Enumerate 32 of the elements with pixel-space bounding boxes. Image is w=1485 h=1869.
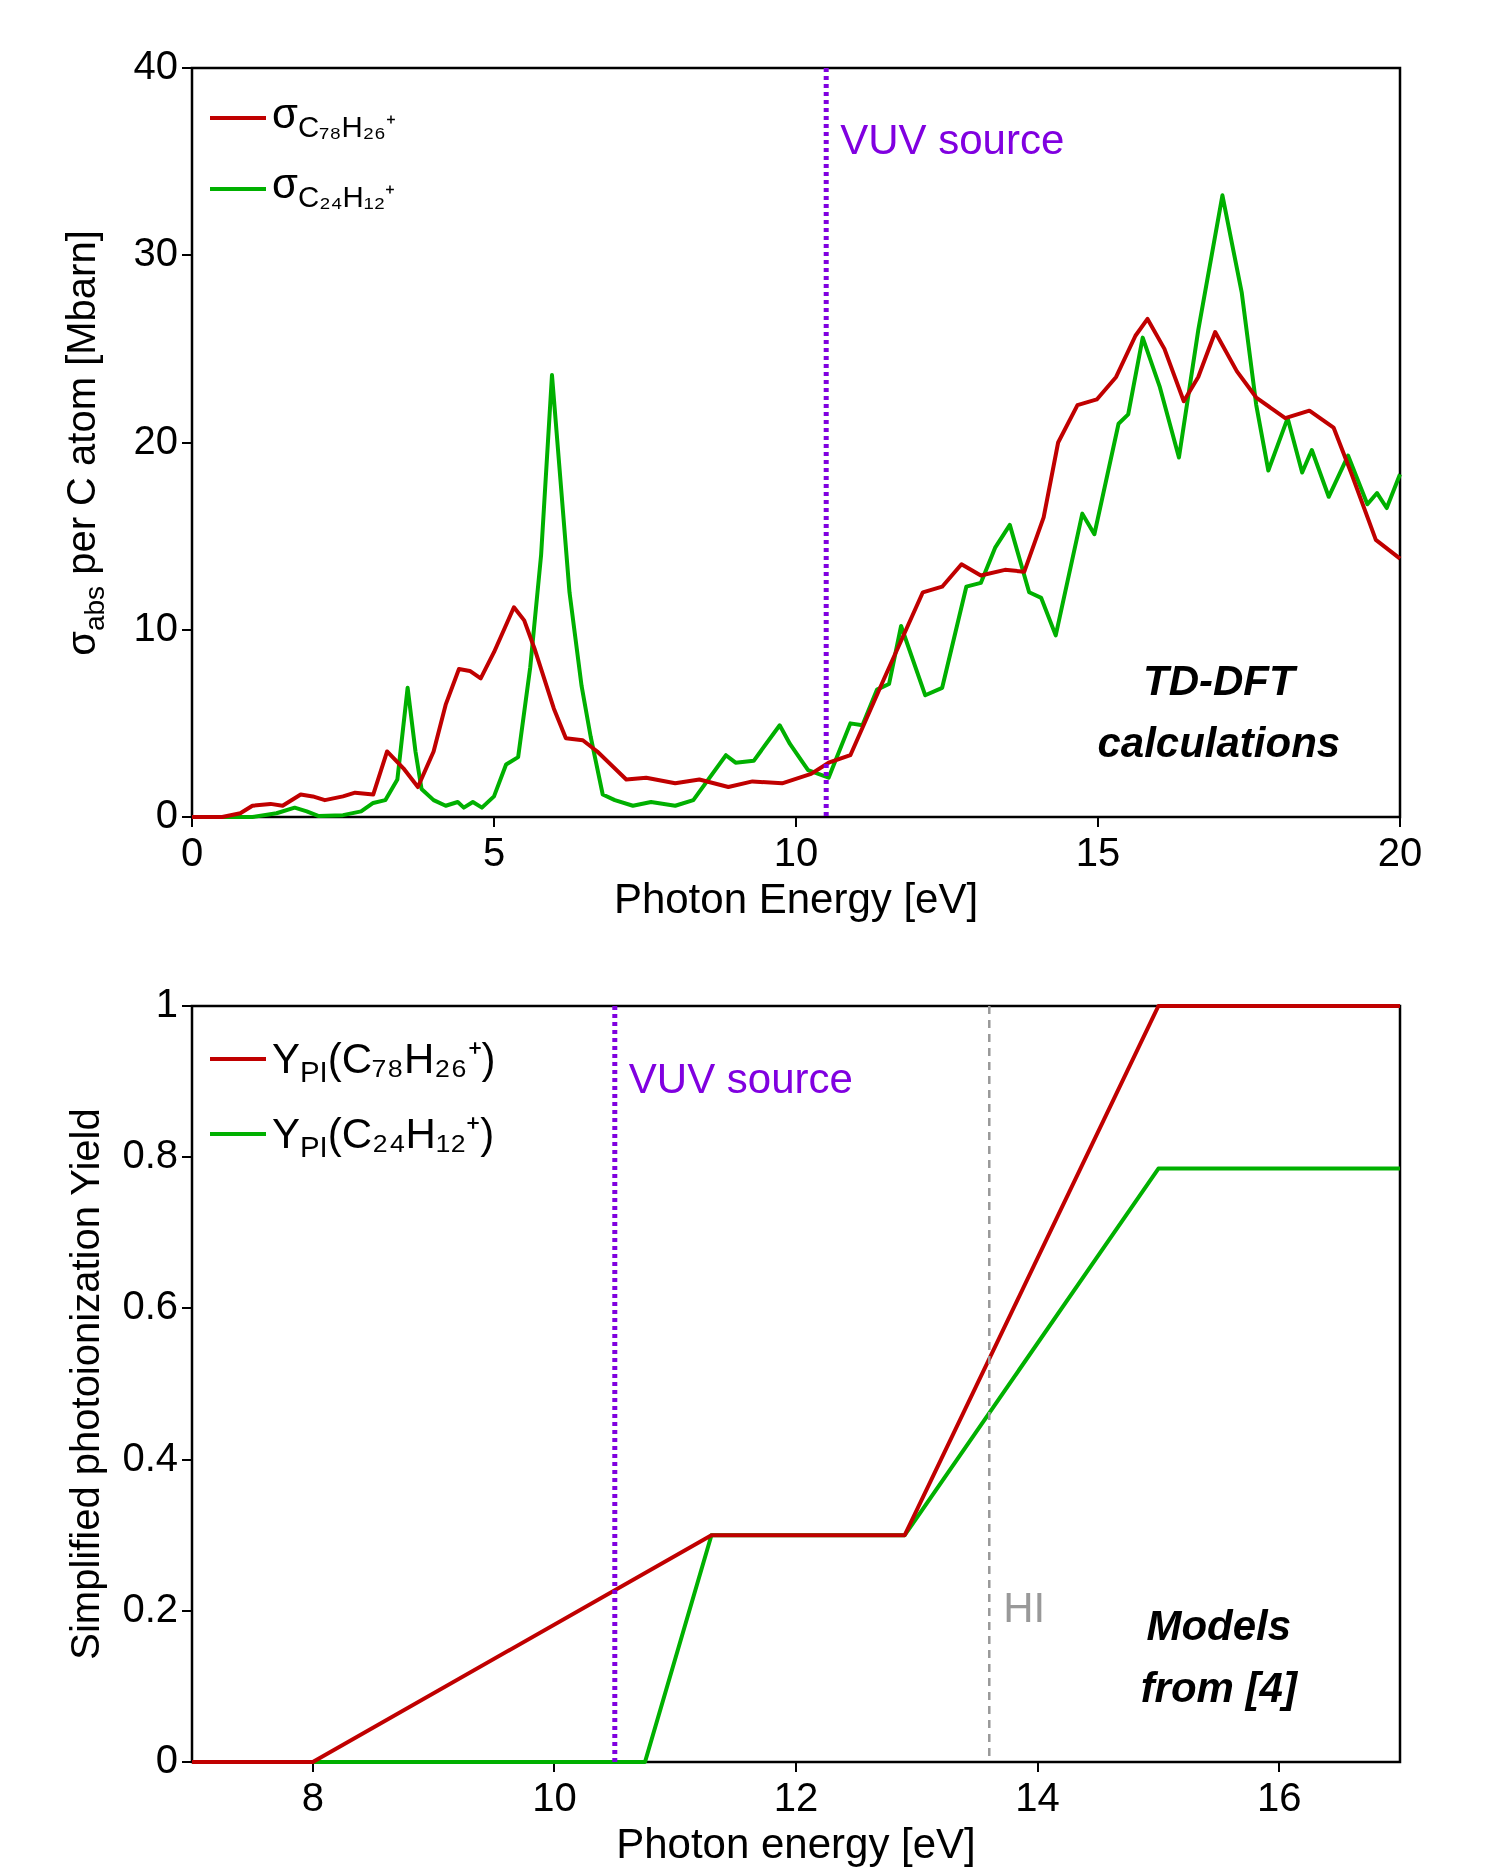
x-tick-label: 10 [773,830,819,875]
x-tick-label: 16 [1256,1775,1302,1820]
y-tick-label: 40 [133,43,178,88]
y-axis-title: Simplified photoionization Yield [62,1108,108,1660]
ref-line-label: VUV source [628,1055,853,1103]
x-tick-label: 14 [1015,1775,1060,1820]
legend-label: Y$_{PI}$(C₇₈H₂₆⁺) [272,1034,496,1090]
legend-label: σ$_{C₇₈H₂₆⁺}$ [272,90,396,146]
annotation: TD-DFT calculations [1097,657,1341,766]
x-tick-label: 20 [1377,830,1423,875]
ref-line-label: HI [1003,1584,1046,1632]
x-axis-title: Photon energy [eV] [616,1820,976,1868]
y-tick-label: 0.6 [122,1283,178,1328]
ref-line-label: VUV source [840,116,1065,164]
x-tick-label: 10 [532,1775,577,1820]
x-tick-label: 12 [773,1775,819,1820]
y-tick-label: 0.8 [122,1132,178,1177]
legend-label: σ$_{C₂₄H₁₂⁺}$ [272,160,396,216]
y-tick-label: 10 [133,604,178,649]
y-tick-label: 0 [155,1737,178,1782]
y-tick-label: 0 [155,792,178,837]
x-tick-label: 5 [482,830,506,875]
y-tick-label: 0.2 [122,1585,178,1630]
x-tick-label: 15 [1075,830,1121,875]
y-tick-label: 20 [133,417,178,462]
annotation: Models from [4] [1140,1602,1299,1711]
y-tick-label: 30 [133,230,178,275]
legend-label: Y$_{PI}$(C₂₄H₁₂⁺) [272,1109,495,1165]
y-tick-label: 1 [155,981,178,1026]
x-axis-title: Photon Energy [eV] [613,875,979,923]
x-tick-label: 8 [301,1775,324,1820]
y-tick-label: 0.4 [122,1434,178,1479]
